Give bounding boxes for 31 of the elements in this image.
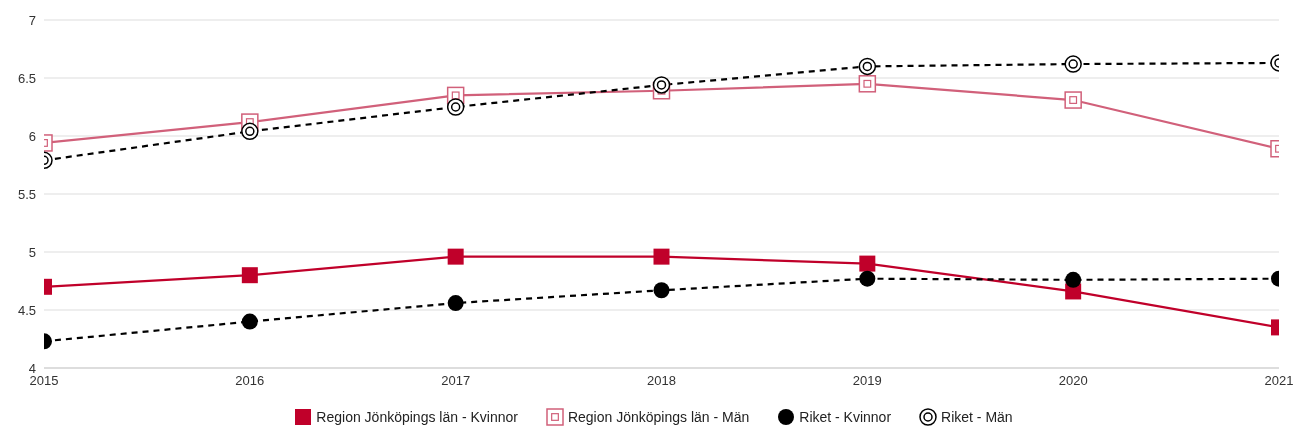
legend-label: Region Jönköpings län - Kvinnor bbox=[316, 409, 518, 425]
point bbox=[1064, 55, 1082, 73]
x-tick-label: 2019 bbox=[852, 373, 882, 389]
legend-label: Region Jönköpings län - Män bbox=[567, 409, 750, 425]
point bbox=[446, 98, 465, 116]
x-tick-label: 2016 bbox=[235, 373, 265, 389]
x-tick-label: 2017 bbox=[441, 373, 471, 389]
point bbox=[241, 122, 259, 141]
y-tick-label: 4.5 bbox=[17, 302, 36, 318]
legend-label: Riket - Kvinnor bbox=[799, 409, 892, 425]
point bbox=[858, 57, 877, 76]
point bbox=[653, 282, 670, 299]
y-tick-label: 5 bbox=[28, 244, 36, 260]
point bbox=[1064, 91, 1082, 109]
legend-label: Riket - Män bbox=[941, 409, 1013, 425]
y-tick-label: 5.5 bbox=[17, 186, 36, 202]
x-tick-label: 2018 bbox=[647, 373, 676, 389]
point bbox=[859, 255, 876, 272]
point bbox=[653, 248, 670, 265]
y-tick-label: 7 bbox=[28, 12, 36, 28]
point bbox=[447, 248, 464, 265]
point bbox=[859, 270, 876, 287]
x-tick-label: 2021 bbox=[1264, 373, 1294, 389]
x-tick-label: 2015 bbox=[29, 373, 59, 389]
point bbox=[447, 295, 464, 312]
y-tick-label: 6.5 bbox=[17, 70, 36, 86]
x-tick-label: 2020 bbox=[1058, 373, 1088, 389]
y-tick-label: 6 bbox=[28, 128, 36, 144]
y-tick-label: 4 bbox=[28, 360, 36, 376]
point bbox=[858, 75, 877, 93]
point bbox=[652, 76, 671, 94]
